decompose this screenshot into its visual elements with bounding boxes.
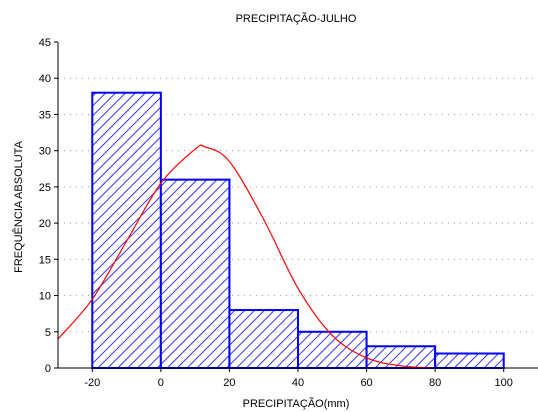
y-axis-label: FREQUÊNCIA ABSOLUTA [12,140,25,272]
histogram-bar [434,352,505,369]
x-tick-label: 80 [429,377,441,389]
y-tick-label: 40 [39,73,51,85]
x-tick-label: 100 [495,377,513,389]
y-tick-labels: 0 5 10 15 20 25 30 35 40 45 [39,37,58,375]
y-tick-label: 20 [39,218,51,230]
y-tick-label: 25 [39,182,51,194]
x-tick-labels: -20 0 20 40 60 80 100 [84,368,513,389]
x-tick-label: 60 [360,377,372,389]
histogram-bar [297,330,368,369]
y-tick-label: 0 [45,363,51,375]
y-tick-label: 45 [39,37,51,49]
histogram-bars [91,91,505,369]
x-tick-label: 40 [292,377,304,389]
y-tick-label: 15 [39,254,51,266]
histogram-bar [159,178,231,369]
x-tick-label: 0 [158,377,164,389]
histogram-bar [228,309,299,369]
x-tick-label: -20 [84,377,100,389]
histogram-bar [91,91,162,369]
y-tick-label: 10 [39,291,51,303]
fitted-curve-layer [58,144,436,368]
chart-title: PRECIPITAÇÃO-JULHO [236,12,357,25]
y-tick-label: 30 [39,146,51,158]
y-tick-label: 35 [39,109,51,121]
x-axis-label: PRECIPITAÇÃO(mm) [243,397,350,410]
fitted-normal-curve [58,144,436,368]
histogram-bar [365,345,437,369]
x-tick-label: 20 [223,377,235,389]
y-tick-label: 5 [45,327,51,339]
